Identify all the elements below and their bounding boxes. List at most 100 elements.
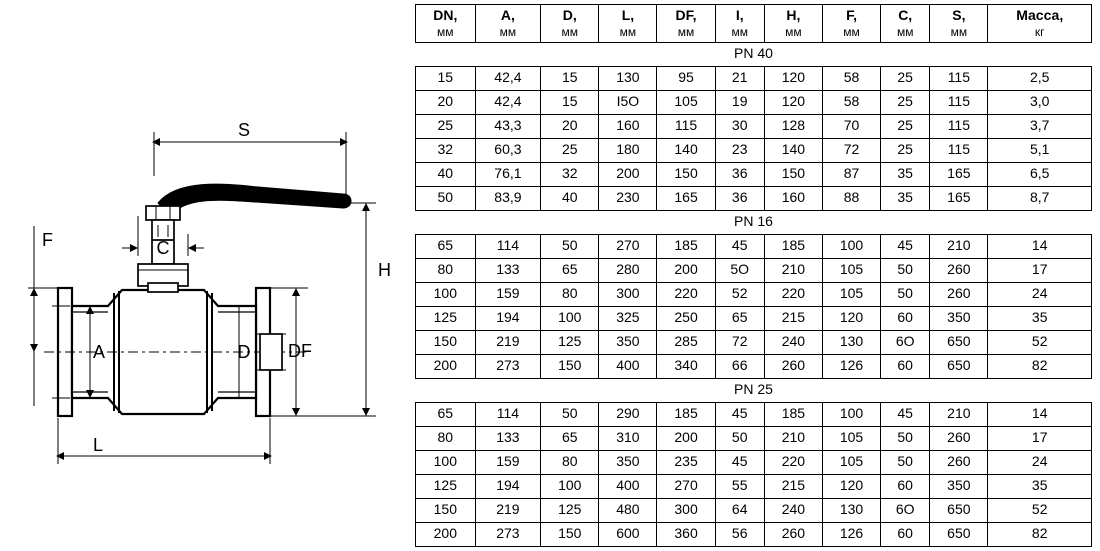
- table-cell: 82: [988, 522, 1092, 546]
- table-cell: 160: [764, 186, 822, 210]
- table-cell: 220: [764, 450, 822, 474]
- table-cell: 285: [657, 330, 715, 354]
- table-cell: 30: [715, 114, 764, 138]
- table-cell: 40: [541, 186, 599, 210]
- table-cell: 45: [881, 402, 930, 426]
- table-cell: 60: [881, 522, 930, 546]
- table-cell: 260: [930, 282, 988, 306]
- table-cell: 56: [715, 522, 764, 546]
- table-cell: 650: [930, 522, 988, 546]
- table-cell: 50: [881, 426, 930, 450]
- table-cell: 25: [881, 114, 930, 138]
- table-cell: 87: [822, 162, 880, 186]
- table-cell: 165: [657, 186, 715, 210]
- table-cell: 35: [881, 186, 930, 210]
- table-cell: 65: [416, 402, 476, 426]
- table-cell: 120: [822, 474, 880, 498]
- table-cell: 100: [416, 450, 476, 474]
- table-cell: 36: [715, 186, 764, 210]
- table-row: 80133652802005O2101055026017: [416, 258, 1092, 282]
- table-cell: 5,1: [988, 138, 1092, 162]
- table-cell: 400: [599, 474, 657, 498]
- table-cell: 8,7: [988, 186, 1092, 210]
- table-cell: 115: [930, 114, 988, 138]
- table-cell: 3,0: [988, 90, 1092, 114]
- table-cell: 17: [988, 426, 1092, 450]
- table-cell: 130: [599, 66, 657, 90]
- table-cell: 128: [764, 114, 822, 138]
- dim-h-label: H: [378, 260, 391, 280]
- table-cell: 120: [822, 306, 880, 330]
- table-cell: 120: [764, 66, 822, 90]
- table-cell: 25: [881, 66, 930, 90]
- table-cell: 126: [822, 354, 880, 378]
- table-row: 2543,3201601153012870251153,7: [416, 114, 1092, 138]
- column-header: DF,мм: [657, 5, 715, 43]
- table-cell: 115: [657, 114, 715, 138]
- table-cell: 180: [599, 138, 657, 162]
- column-header: F,мм: [822, 5, 880, 43]
- table-cell: 140: [764, 138, 822, 162]
- table-cell: 114: [475, 234, 541, 258]
- section-row: PN 25: [416, 378, 1092, 402]
- table-cell: 64: [715, 498, 764, 522]
- valve-diagram: S C: [8, 66, 408, 486]
- table-cell: 40: [416, 162, 476, 186]
- dimensions-table-wrapper: DN,ммA,ммD,ммL,ммDF,ммI,ммH,ммF,ммC,ммS,…: [415, 0, 1100, 551]
- column-header: C,мм: [881, 5, 930, 43]
- table-cell: 273: [475, 522, 541, 546]
- table-cell: 52: [988, 330, 1092, 354]
- table-row: 10015980350235452201055026024: [416, 450, 1092, 474]
- table-row: 125194100325250652151206035035: [416, 306, 1092, 330]
- table-cell: 185: [764, 234, 822, 258]
- table-cell: 194: [475, 474, 541, 498]
- section-row: PN 16: [416, 210, 1092, 234]
- table-cell: 480: [599, 498, 657, 522]
- table-cell: 82: [988, 354, 1092, 378]
- diagram-panel: S C: [0, 0, 415, 551]
- table-cell: 100: [541, 306, 599, 330]
- table-cell: 72: [822, 138, 880, 162]
- table-row: 2042,415I5O1051912058251153,0: [416, 90, 1092, 114]
- table-cell: 210: [764, 258, 822, 282]
- table-cell: 60: [881, 306, 930, 330]
- dim-s-label: S: [237, 120, 249, 140]
- table-cell: 100: [822, 234, 880, 258]
- table-cell: 210: [930, 234, 988, 258]
- table-row: 200273150600360562601266065082: [416, 522, 1092, 546]
- table-cell: 260: [930, 426, 988, 450]
- column-header: I,мм: [715, 5, 764, 43]
- table-row: 125194100400270552151206035035: [416, 474, 1092, 498]
- table-cell: 300: [657, 498, 715, 522]
- table-cell: 60: [881, 354, 930, 378]
- table-cell: 6O: [881, 498, 930, 522]
- table-header: DN,ммA,ммD,ммL,ммDF,ммI,ммH,ммF,ммC,ммS,…: [416, 5, 1092, 43]
- table-cell: 115: [930, 90, 988, 114]
- table-cell: 100: [822, 402, 880, 426]
- table-cell: 15: [541, 90, 599, 114]
- table-cell: 32: [416, 138, 476, 162]
- table-cell: 215: [764, 474, 822, 498]
- table-cell: 21: [715, 66, 764, 90]
- table-cell: 215: [764, 306, 822, 330]
- table-cell: 24: [988, 450, 1092, 474]
- table-cell: 400: [599, 354, 657, 378]
- table-cell: 20: [416, 90, 476, 114]
- table-cell: 100: [416, 282, 476, 306]
- table-row: 5083,9402301653616088351658,7: [416, 186, 1092, 210]
- table-cell: 52: [715, 282, 764, 306]
- table-cell: 220: [657, 282, 715, 306]
- table-cell: 240: [764, 330, 822, 354]
- table-cell: 105: [822, 450, 880, 474]
- table-cell: 3,7: [988, 114, 1092, 138]
- table-cell: 350: [599, 450, 657, 474]
- table-cell: 125: [541, 498, 599, 522]
- table-cell: 80: [416, 258, 476, 282]
- table-cell: 340: [657, 354, 715, 378]
- table-cell: 125: [541, 330, 599, 354]
- table-cell: 6O: [881, 330, 930, 354]
- table-row: 8013365310200502101055026017: [416, 426, 1092, 450]
- table-cell: 300: [599, 282, 657, 306]
- table-cell: 95: [657, 66, 715, 90]
- table-cell: 150: [416, 330, 476, 354]
